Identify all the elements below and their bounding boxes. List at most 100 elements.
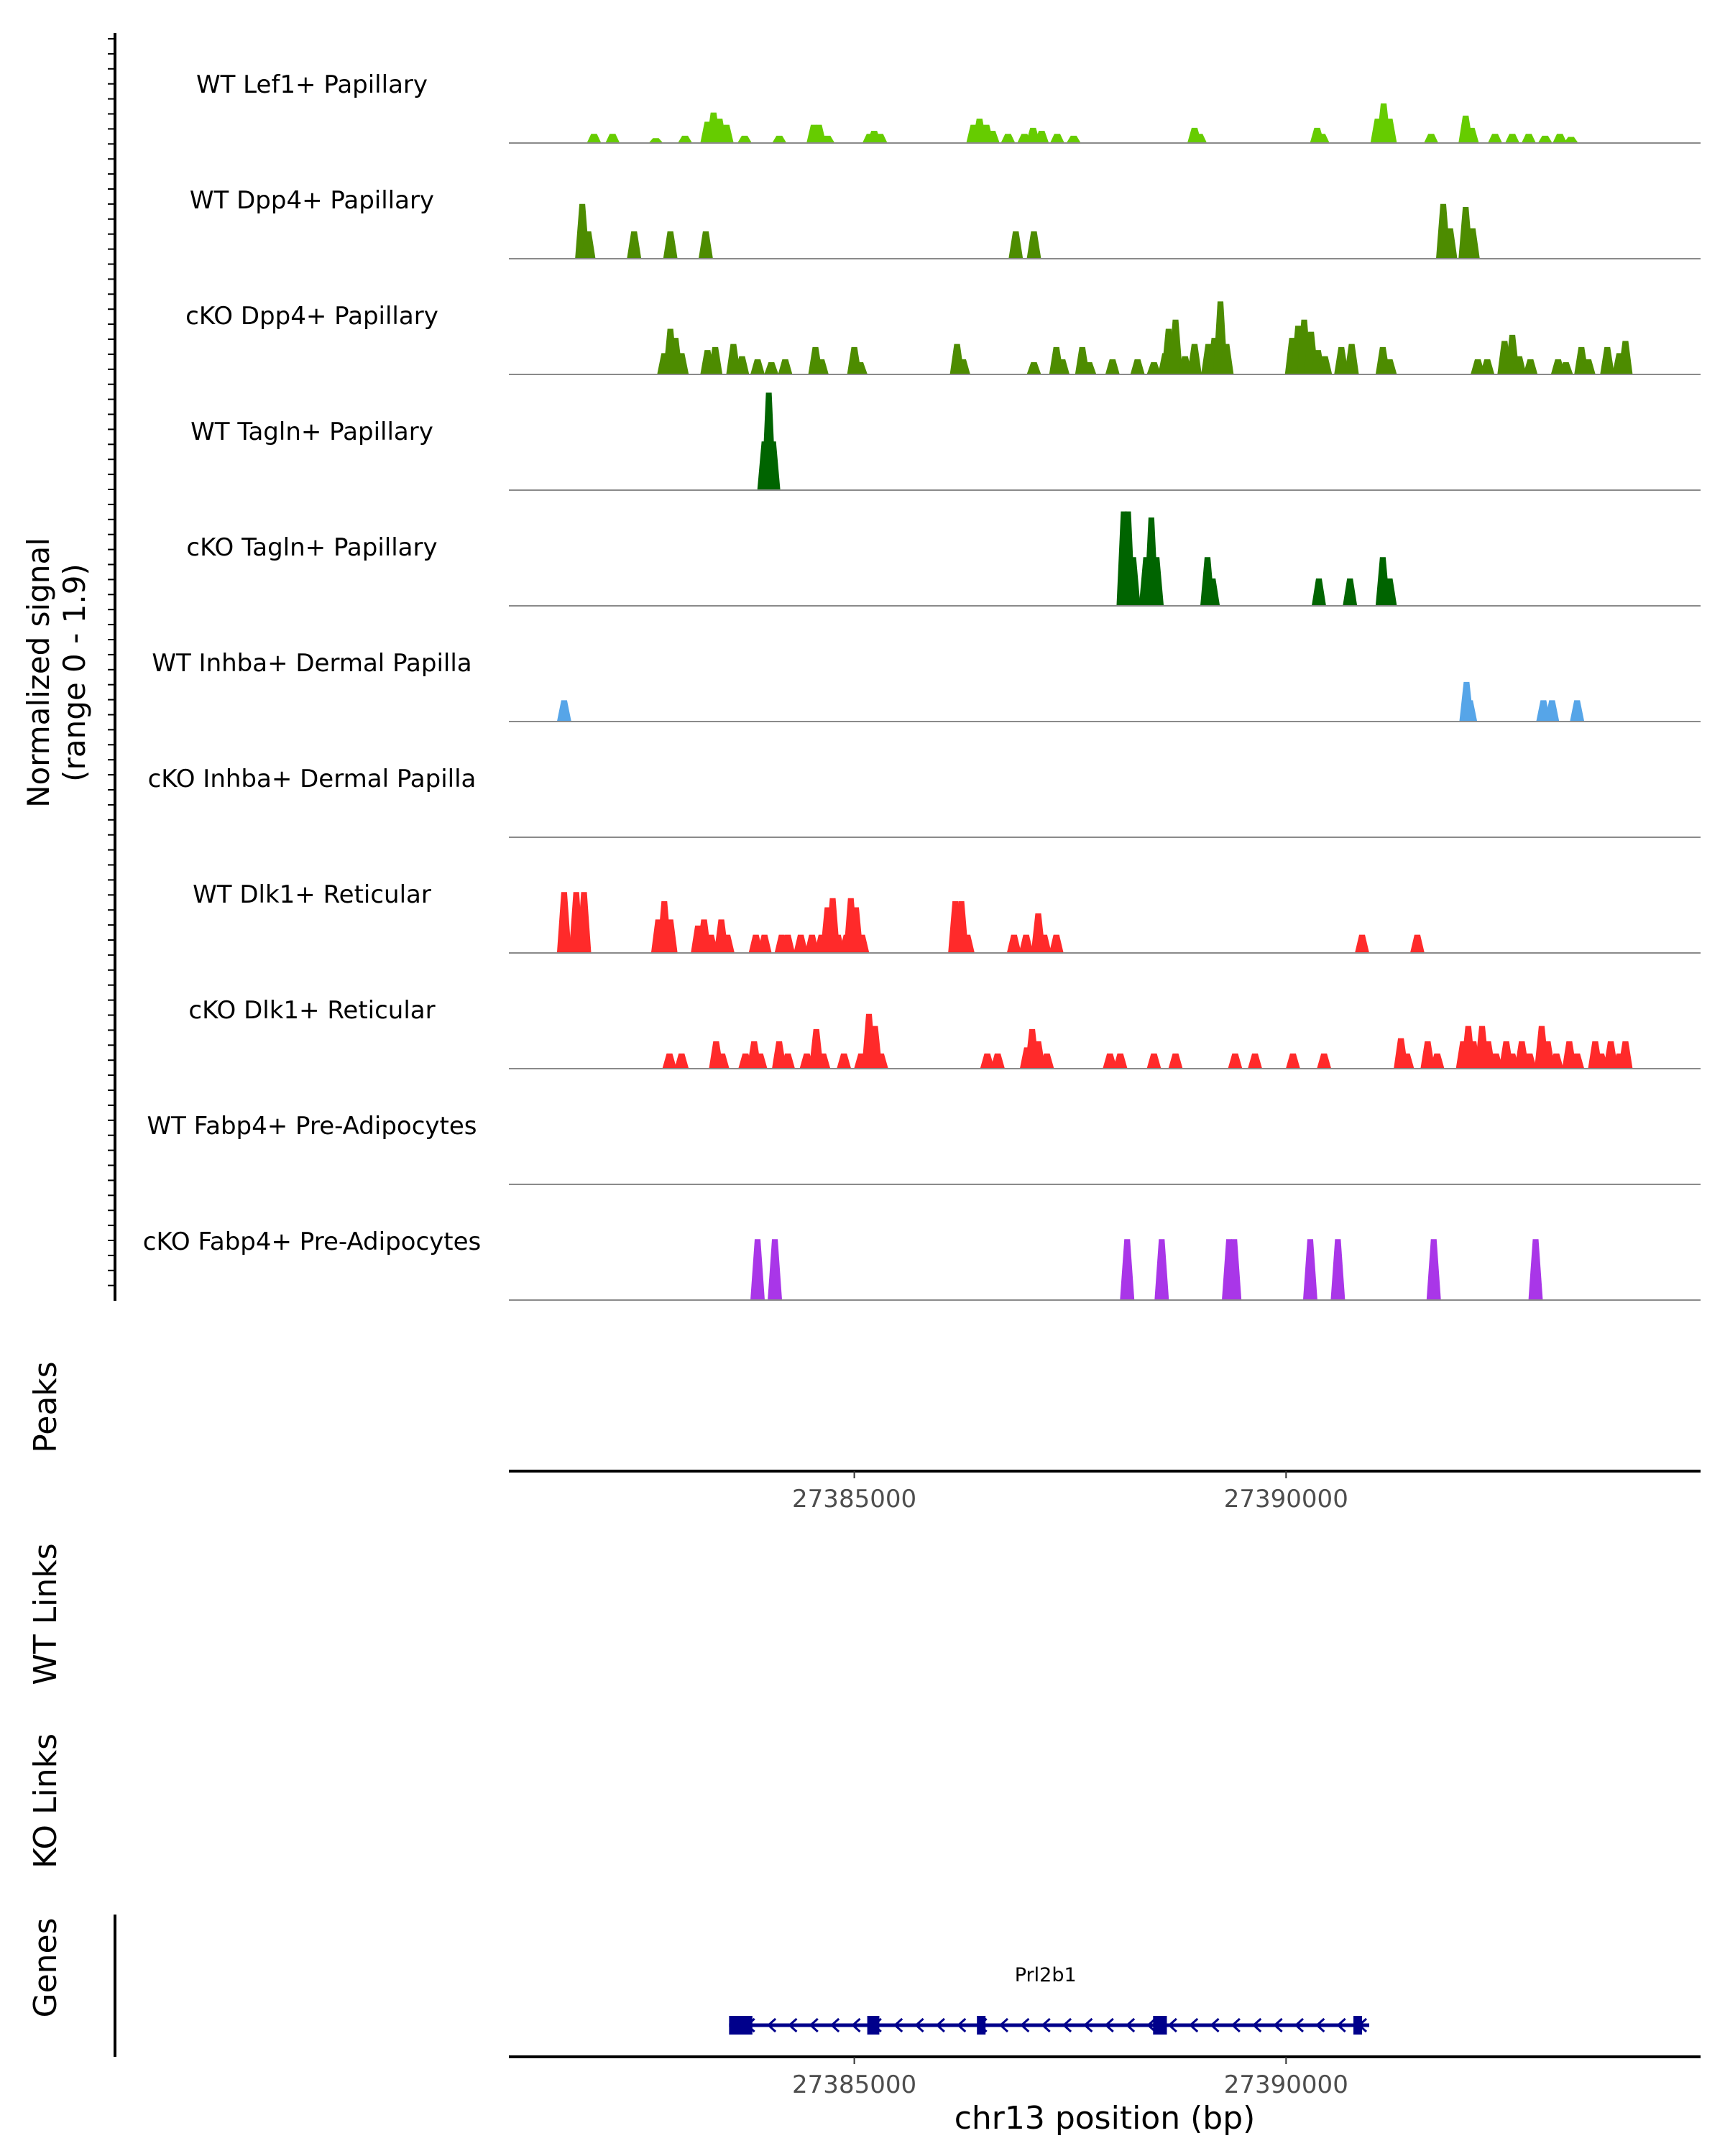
coverage-peak	[1570, 1053, 1585, 1069]
x-tick-label: 27385000	[792, 1485, 916, 1514]
coverage-peak	[1618, 1041, 1633, 1069]
coverage-peak	[1285, 1053, 1300, 1069]
gene-track: Prl2b1	[729, 1964, 1370, 2035]
coverage-peak	[1563, 137, 1578, 143]
coverage-peak	[1537, 135, 1552, 143]
coverage-track: WT Dlk1+ Reticular	[193, 880, 1701, 954]
strand-arrow	[957, 2017, 967, 2033]
coverage-track: WT Lef1+ Papillary	[196, 70, 1701, 144]
track-label: WT Dlk1+ Reticular	[193, 880, 431, 909]
coverage-peak	[1399, 1053, 1414, 1069]
coverage-peak	[1545, 700, 1560, 722]
strand-arrow	[1210, 2017, 1220, 2033]
coverage-peak	[1126, 557, 1141, 606]
coverage-peak	[1228, 1053, 1243, 1069]
coverage-peak	[985, 131, 1000, 143]
x-tick-label: 27390000	[1224, 1485, 1348, 1514]
strand-arrow	[1336, 2017, 1346, 2033]
coverage-peak	[1581, 359, 1596, 374]
coverage-peak	[1382, 359, 1397, 374]
coverage-peak	[750, 359, 765, 374]
coverage-peak	[1430, 1053, 1445, 1069]
coverage-peak	[1618, 341, 1633, 374]
gene-exon	[729, 2016, 753, 2035]
strand-arrow	[1273, 2017, 1283, 2033]
coverage-peak	[1443, 228, 1458, 259]
track-label: WT Dpp4+ Papillary	[190, 186, 434, 215]
coverage-peak	[674, 353, 689, 374]
coverage-peak	[1113, 1053, 1128, 1069]
coverage-peak	[1409, 934, 1425, 953]
coverage-track: cKO Dlk1+ Reticular	[188, 996, 1701, 1069]
coverage-peak	[1317, 1053, 1332, 1069]
x-tick-label: 27390000	[1224, 2070, 1348, 2099]
coverage-peak	[794, 934, 809, 953]
coverage-peak	[1355, 934, 1370, 953]
coverage-peak	[1420, 1041, 1435, 1069]
strand-arrow	[851, 2017, 861, 2033]
coverage-y-axis-ticks	[108, 38, 115, 1286]
x-tick-label: 27385000	[792, 2070, 916, 2099]
coverage-peak	[1330, 1239, 1346, 1300]
coverage-peak	[960, 934, 975, 953]
strand-arrow	[1125, 2017, 1136, 2033]
coverage-peak	[1026, 362, 1041, 374]
track-label: WT Lef1+ Papillary	[196, 70, 428, 99]
coverage-peak	[1521, 134, 1536, 143]
coverage-peak	[1465, 228, 1480, 259]
strand-arrow	[1104, 2017, 1114, 2033]
coverage-peak	[1006, 934, 1021, 953]
ko-links-panel-label: KO Links	[27, 1733, 64, 1869]
coverage-peak	[1382, 578, 1397, 606]
track-label: cKO Dlk1+ Reticular	[188, 996, 435, 1025]
coverage-peak	[1049, 134, 1064, 143]
coverage-peak	[714, 1053, 730, 1069]
coverage-peak	[814, 359, 829, 374]
coverage-peak	[1523, 359, 1538, 374]
coverage-peak	[873, 134, 888, 143]
coverage-peak	[781, 934, 796, 953]
coverage-peak	[1154, 1239, 1169, 1300]
strand-arrow	[1041, 2017, 1051, 2033]
coverage-track: WT Dpp4+ Papillary	[190, 186, 1701, 259]
coverage-peak	[1219, 344, 1234, 374]
coverage-peak	[1522, 1053, 1537, 1069]
coverage-peak	[1066, 135, 1081, 143]
coverage-ylabel-line1: Normalized signal	[21, 538, 56, 808]
coverage-peak	[1103, 1053, 1118, 1069]
strand-arrow	[998, 2017, 1008, 2033]
coverage-peak	[837, 1053, 852, 1069]
genes-panel-label: Genes	[27, 1917, 64, 2017]
track-label: WT Tagln+ Papillary	[190, 418, 433, 446]
coverage-peak	[581, 231, 596, 259]
coverage-peak	[1334, 346, 1349, 374]
coverage-peak	[1036, 934, 1052, 953]
coverage-peak	[627, 231, 642, 259]
coverage-peak	[1026, 231, 1041, 259]
coverage-peak	[1344, 344, 1359, 374]
coverage-peak	[1570, 700, 1585, 722]
coverage-peak	[648, 138, 663, 143]
strand-arrow	[893, 2017, 903, 2033]
coverage-tracks: WT Lef1+ Papillary WT Dpp4+ Papillary cKO …	[143, 70, 1701, 1301]
coverage-peak	[750, 1239, 765, 1300]
coverage-peak	[663, 231, 678, 259]
coverage-peak	[1464, 127, 1479, 143]
coverage-peak	[1049, 934, 1064, 953]
track-label: cKO Fabp4+ Pre-Adipocytes	[143, 1227, 482, 1256]
coverage-peak	[1315, 134, 1330, 143]
genes-x-axis: 27385000 27390000	[792, 2057, 1348, 2099]
coverage-peak	[737, 135, 752, 143]
coverage-peak	[719, 124, 734, 143]
strand-arrow	[809, 2017, 819, 2033]
coverage-peak	[1205, 578, 1220, 606]
coverage-peak	[1146, 1053, 1162, 1069]
coverage-peak	[781, 1053, 796, 1069]
coverage-peak	[704, 934, 719, 953]
coverage-track: cKO Inhba+ Dermal Papilla	[148, 765, 1701, 838]
strand-arrow	[1083, 2017, 1093, 2033]
strand-arrow	[935, 2017, 945, 2033]
strand-arrow	[1315, 2017, 1325, 2033]
coverage-peak	[1168, 1053, 1183, 1069]
coverage-peak	[576, 892, 592, 953]
